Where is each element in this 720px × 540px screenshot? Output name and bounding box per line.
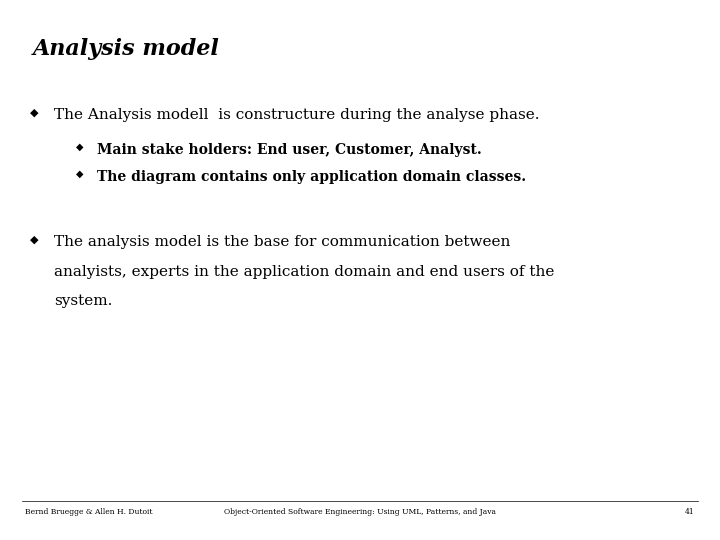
Text: Object-Oriented Software Engineering: Using UML, Patterns, and Java: Object-Oriented Software Engineering: Us…: [224, 508, 496, 516]
Text: Analysis model: Analysis model: [32, 38, 220, 60]
Text: ◆: ◆: [30, 108, 39, 118]
Text: system.: system.: [54, 294, 112, 308]
Text: The diagram contains only application domain classes.: The diagram contains only application do…: [97, 170, 526, 184]
Text: ◆: ◆: [76, 170, 83, 179]
Text: 41: 41: [685, 508, 695, 516]
Text: analyists, experts in the application domain and end users of the: analyists, experts in the application do…: [54, 265, 554, 279]
Text: Main stake holders: End user, Customer, Analyst.: Main stake holders: End user, Customer, …: [97, 143, 482, 157]
Text: ◆: ◆: [76, 143, 83, 152]
Text: The analysis model is the base for communication between: The analysis model is the base for commu…: [54, 235, 510, 249]
Text: Bernd Bruegge & Allen H. Dutoit: Bernd Bruegge & Allen H. Dutoit: [25, 508, 153, 516]
Text: ◆: ◆: [30, 235, 39, 245]
Text: The Analysis modell  is constructure during the analyse phase.: The Analysis modell is constructure duri…: [54, 108, 539, 122]
